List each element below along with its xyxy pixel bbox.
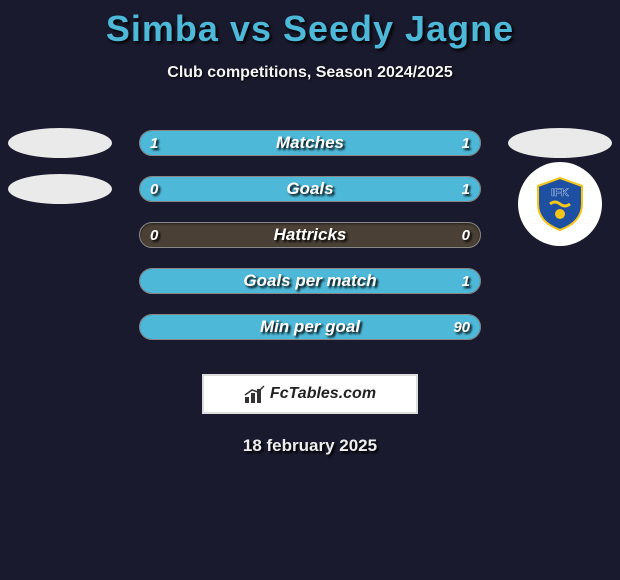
stat-bar: 1 Matches 1 xyxy=(139,130,481,156)
stat-row: Goals per match 1 xyxy=(0,258,620,304)
ifk-shield-icon: IFK xyxy=(530,174,590,234)
comparison-container: 1 Matches 1 0 Goals 1 0 Hattricks 0 Goals per mat… xyxy=(0,120,620,350)
date-text: 18 february 2025 xyxy=(0,436,620,456)
stat-value-right: 1 xyxy=(462,135,470,152)
footer-logo: FcTables.com xyxy=(244,385,376,403)
player-right-ellipse xyxy=(508,128,612,158)
page-title: Simba vs Seedy Jagne xyxy=(0,0,620,50)
stat-bar: Goals per match 1 xyxy=(139,268,481,294)
stat-value-right: 90 xyxy=(453,319,470,336)
stat-value-right: 1 xyxy=(462,181,470,198)
svg-text:IFK: IFK xyxy=(551,187,569,199)
player-left-ellipse xyxy=(8,128,112,158)
player-left-ellipse xyxy=(8,174,112,204)
footer-brand-text: FcTables.com xyxy=(270,385,376,403)
stat-bar: 0 Goals 1 xyxy=(139,176,481,202)
stat-value-right: 1 xyxy=(462,273,470,290)
stat-label: Matches xyxy=(276,133,344,153)
stat-label: Min per goal xyxy=(260,317,360,337)
stat-bar: Min per goal 90 xyxy=(139,314,481,340)
stat-value-left: 0 xyxy=(150,227,158,244)
stat-label: Goals per match xyxy=(243,271,376,291)
stat-label: Goals xyxy=(286,179,333,199)
page-subtitle: Club competitions, Season 2024/2025 xyxy=(0,64,620,82)
stat-value-right: 0 xyxy=(462,227,470,244)
stat-value-left: 0 xyxy=(150,181,158,198)
footer-brand-box: FcTables.com xyxy=(202,374,418,414)
stat-value-left: 1 xyxy=(150,135,158,152)
stat-label: Hattricks xyxy=(274,225,347,245)
stat-row: 1 Matches 1 xyxy=(0,120,620,166)
bar-chart-icon xyxy=(244,385,266,403)
stat-bar: 0 Hattricks 0 xyxy=(139,222,481,248)
stat-row: Min per goal 90 xyxy=(0,304,620,350)
club-badge: IFK xyxy=(518,162,602,246)
